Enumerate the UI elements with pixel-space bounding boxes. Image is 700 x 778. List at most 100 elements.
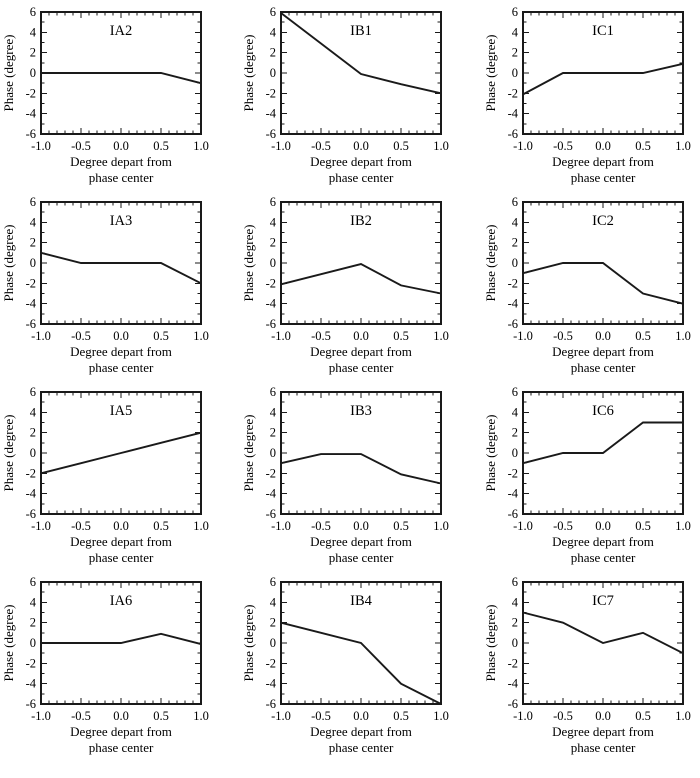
chart-panel-IC2: -1.0 -0.5 0.0 0.5 1.0 -6 -4 -2 0 2 4 6 Degree depart… [482,190,700,380]
y-tick-label: 2 [270,46,276,60]
y-tick-label: 0 [270,636,276,650]
chart-svg: -1.0 -0.5 0.0 0.5 1.0 -6 -4 -2 0 2 4 6 Degree depart… [1,5,209,185]
y-axis-label: Phase (degree) [483,605,498,682]
x-tick-label: 0.5 [635,519,651,533]
panel-title: IC7 [592,593,614,609]
chart-panel-IA3: -1.0 -0.5 0.0 0.5 1.0 -6 -4 -2 0 2 4 6 Degree depart… [0,190,233,380]
y-tick-label: 4 [512,25,519,39]
axes-frame [280,391,442,515]
y-tick-label: 6 [30,5,36,19]
y-tick-label: 4 [512,595,519,609]
axes-frame [280,581,442,705]
x-tick-label: 0.5 [153,139,169,153]
x-axis-label-line2: phase center [571,360,636,375]
y-tick-label: 2 [512,236,518,250]
y-tick-label: 2 [30,236,36,250]
y-tick-label: -2 [266,276,276,290]
chart-svg: -1.0 -0.5 0.0 0.5 1.0 -6 -4 -2 0 2 4 6 Degree depart… [1,195,209,375]
x-tick-label: 0.0 [113,139,129,153]
y-axis-label: Phase (degree) [241,35,256,112]
x-tick-label: -1.0 [513,709,533,723]
y-tick-label: 0 [512,66,518,80]
x-tick-label: 0.0 [353,139,369,153]
y-tick-label: 4 [270,405,277,419]
x-axis-label-line2: phase center [571,740,636,755]
chart-panel-IB1: -1.0 -0.5 0.0 0.5 1.0 -6 -4 -2 0 2 4 6 Degree depart… [240,0,473,190]
y-tick-label: 2 [512,426,518,440]
axis-ticks [40,581,202,705]
axes-frame [40,201,202,325]
x-axis-label-line1: Degree depart from [70,724,172,739]
y-tick-label: 4 [30,215,37,229]
chart-svg: -1.0 -0.5 0.0 0.5 1.0 -6 -4 -2 0 2 4 6 Degree depart… [1,575,209,755]
y-tick-label: 6 [30,195,36,209]
data-line [522,262,684,305]
y-tick-label: -6 [508,317,518,331]
x-tick-label: -1.0 [31,519,51,533]
axes-frame [280,11,442,135]
y-tick-label: 6 [512,385,518,399]
y-axis-label: Phase (degree) [241,225,256,302]
chart-panel-IC7: -1.0 -0.5 0.0 0.5 1.0 -6 -4 -2 0 2 4 6 Degree depart… [482,570,700,760]
chart-svg: -1.0 -0.5 0.0 0.5 1.0 -6 -4 -2 0 2 4 6 Degree depart… [241,575,449,755]
x-axis-label-line1: Degree depart from [310,344,412,359]
y-axis-label: Phase (degree) [483,415,498,492]
y-tick-label: 2 [270,616,276,630]
y-tick-label: 6 [30,385,36,399]
y-tick-label: 0 [270,66,276,80]
y-tick-label: -2 [508,466,518,480]
y-tick-label: 6 [270,195,276,209]
x-tick-label: -1.0 [31,139,51,153]
x-axis-label-line2: phase center [329,740,394,755]
x-axis-label-line2: phase center [571,170,636,185]
tick-labels: -1.0 -0.5 0.0 0.5 1.0 -6 -4 -2 0 2 4 6 [26,385,209,533]
y-tick-label: -4 [508,487,519,501]
x-tick-label: -0.5 [311,329,331,343]
x-tick-label: 0.0 [595,519,611,533]
tick-labels: -1.0 -0.5 0.0 0.5 1.0 -6 -4 -2 0 2 4 6 [508,5,691,153]
x-tick-label: -0.5 [553,139,573,153]
tick-labels: -1.0 -0.5 0.0 0.5 1.0 -6 -4 -2 0 2 4 6 [266,575,449,723]
axes-frame [40,391,202,515]
panel-title: IA6 [110,593,133,609]
tick-labels: -1.0 -0.5 0.0 0.5 1.0 -6 -4 -2 0 2 4 6 [26,5,209,153]
y-tick-label: 0 [30,256,36,270]
x-tick-label: 0.0 [113,709,129,723]
data-line [280,263,442,295]
x-tick-label: -1.0 [31,709,51,723]
data-line [40,251,202,285]
chart-panel-IA6: -1.0 -0.5 0.0 0.5 1.0 -6 -4 -2 0 2 4 6 Degree depart… [0,570,233,760]
x-axis-label-line2: phase center [329,360,394,375]
x-tick-label: 0.5 [635,709,651,723]
y-tick-label: 2 [512,616,518,630]
panel-title: IA3 [110,213,133,229]
data-line [280,12,442,95]
y-tick-label: -2 [508,276,518,290]
data-line [522,611,684,655]
axis-ticks [280,391,442,515]
y-tick-label: 0 [270,446,276,460]
tick-labels: -1.0 -0.5 0.0 0.5 1.0 -6 -4 -2 0 2 4 6 [266,195,449,343]
x-tick-label: -0.5 [553,709,573,723]
x-axis-label-line1: Degree depart from [310,724,412,739]
y-tick-label: -4 [508,107,519,121]
x-tick-label: 1.0 [675,709,691,723]
y-tick-label: -2 [508,86,518,100]
y-tick-label: 6 [512,575,518,589]
chart-panel-IC6: -1.0 -0.5 0.0 0.5 1.0 -6 -4 -2 0 2 4 6 Degree depart… [482,380,700,570]
x-tick-label: -1.0 [31,329,51,343]
x-tick-label: 0.0 [113,519,129,533]
x-tick-label: 1.0 [193,139,209,153]
y-axis-label: Phase (degree) [1,35,16,112]
x-tick-label: -1.0 [513,329,533,343]
tick-labels: -1.0 -0.5 0.0 0.5 1.0 -6 -4 -2 0 2 4 6 [266,385,449,533]
y-tick-label: -4 [26,107,37,121]
axis-ticks [522,581,684,705]
tick-labels: -1.0 -0.5 0.0 0.5 1.0 -6 -4 -2 0 2 4 6 [266,5,449,153]
y-tick-label: 4 [270,25,277,39]
y-tick-label: 6 [270,575,276,589]
x-tick-label: 0.0 [595,139,611,153]
panel-title: IB2 [350,213,372,229]
x-axis-label-line1: Degree depart from [70,534,172,549]
axes-frame [280,201,442,325]
